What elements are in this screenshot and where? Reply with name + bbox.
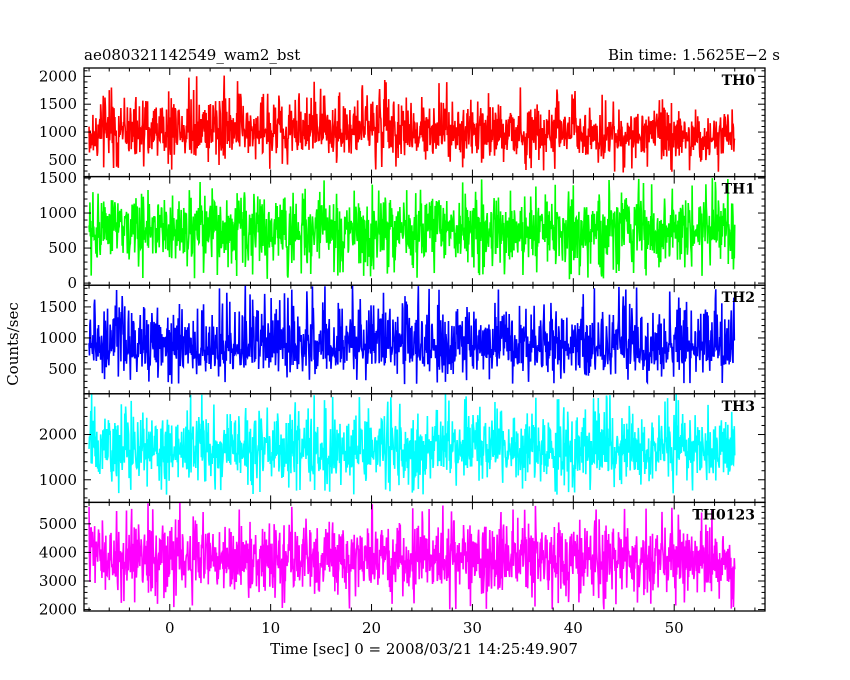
- x-tick-label: 30: [463, 619, 482, 637]
- y-tick-label: 1500: [39, 298, 77, 316]
- y-tick-label: 5000: [39, 515, 77, 533]
- x-axis: 0 10 20 30 40 50: [165, 619, 684, 637]
- y-tick-label: 1000: [39, 471, 77, 489]
- panel-th3: 1000 2000 TH3: [39, 393, 766, 504]
- panels-group: 500 1000 1500 2000 TH0 0 500 1000 1500 TH1 500 1000…: [39, 67, 766, 619]
- x-tick-label: 10: [261, 619, 280, 637]
- panel-label-th0: TH0: [722, 73, 756, 89]
- panel-th1: 0 500 1000 1500 TH1: [39, 169, 766, 292]
- y-tick-label: 3000: [39, 572, 77, 590]
- y-tick-label: 1500: [39, 169, 77, 187]
- y-tick-label: 2000: [39, 67, 77, 85]
- series-th0123: [88, 502, 736, 610]
- x-tick-label: 0: [165, 619, 175, 637]
- y-axis-label: Counts/sec: [4, 302, 22, 386]
- panel-label-th1: TH1: [722, 182, 755, 198]
- panel-th0123: 2000 3000 4000 5000 TH0123: [39, 501, 766, 619]
- y-tick-label: 4000: [39, 543, 77, 561]
- y-tick-label: 1000: [39, 329, 77, 347]
- chart-title: ae080321142549_wam2_bst: [84, 46, 300, 64]
- panel-th2: 500 1000 1500 TH2: [39, 284, 766, 395]
- y-tick-label: 1000: [39, 123, 77, 141]
- panel-frame: [83, 501, 766, 612]
- y-tick-label: 1000: [39, 204, 77, 222]
- panel-label-th0123: TH0123: [692, 507, 755, 523]
- x-tick-label: 50: [665, 619, 684, 637]
- y-tick-label: 2000: [39, 601, 77, 619]
- y-tick-label: 500: [48, 239, 77, 257]
- panel-label-th3: TH3: [722, 399, 755, 415]
- bin-time-label: Bin time: 1.5625E−2 s: [608, 46, 780, 64]
- series-th3: [88, 394, 736, 495]
- series-th0: [88, 75, 736, 173]
- panel-th0: 500 1000 1500 2000 TH0: [39, 67, 766, 178]
- y-tick-label: 2000: [39, 426, 77, 444]
- series-th1: [88, 178, 736, 280]
- x-tick-label: 20: [362, 619, 381, 637]
- series-th2: [88, 285, 736, 385]
- x-tick-label: 40: [564, 619, 583, 637]
- y-tick-label: 500: [48, 151, 77, 169]
- y-tick-label: 0: [67, 274, 77, 292]
- panel-label-th2: TH2: [722, 290, 755, 306]
- x-axis-label: Time [sec] 0 = 2008/03/21 14:25:49.907: [270, 640, 578, 658]
- y-tick-label: 500: [48, 360, 77, 378]
- y-tick-label: 1500: [39, 95, 77, 113]
